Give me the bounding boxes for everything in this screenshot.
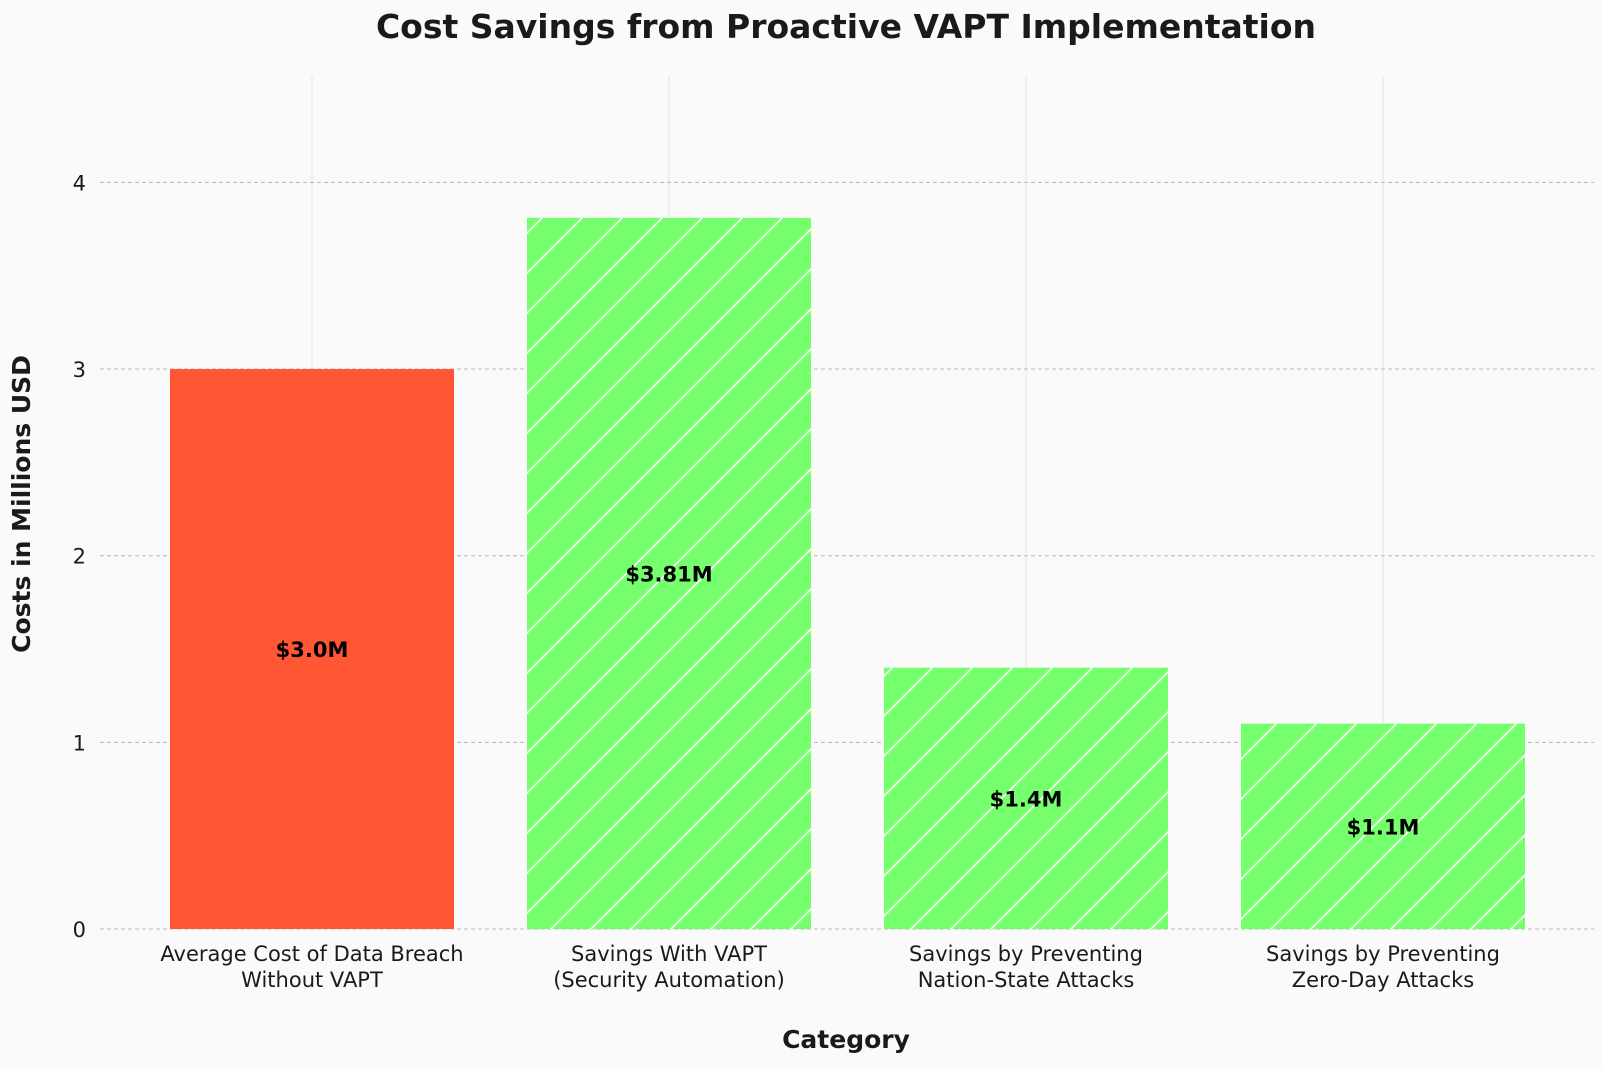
bar-hatch <box>1241 723 1525 929</box>
y-tick-label: 0 <box>73 918 86 942</box>
x-axis-label: Category <box>782 1025 910 1054</box>
bar-value-label: $3.0M <box>276 638 349 662</box>
y-tick-label: 1 <box>73 731 86 755</box>
x-tick-label: Savings With VAPT <box>571 942 767 966</box>
bar <box>170 369 454 929</box>
bar-value-label: $1.1M <box>1347 815 1420 839</box>
x-tick-label: Savings by Preventing <box>909 942 1143 966</box>
y-tick-label: 4 <box>73 171 86 195</box>
x-tick-label: Savings by Preventing <box>1266 942 1500 966</box>
y-tick-label: 2 <box>73 545 86 569</box>
chart-title: Cost Savings from Proactive VAPT Impleme… <box>376 7 1316 46</box>
y-axis-ticks: 0 1 2 3 4 <box>73 171 86 942</box>
bar-hatch <box>884 667 1168 929</box>
bar-value-label: $3.81M <box>625 562 712 586</box>
x-tick-label: Zero-Day Attacks <box>1292 968 1474 992</box>
x-tick-label: Without VAPT <box>241 968 383 992</box>
bars <box>170 217 1525 929</box>
x-tick-label: (Security Automation) <box>553 968 785 992</box>
x-tick-label: Nation-State Attacks <box>918 968 1135 992</box>
y-axis-label: Costs in Millions USD <box>7 355 36 653</box>
data-labels: $3.0M $3.81M $1.4M $1.1M <box>276 562 1420 839</box>
y-tick-label: 3 <box>73 358 86 382</box>
bar-hatch <box>527 217 811 929</box>
bar-value-label: $1.4M <box>990 787 1063 811</box>
x-tick-label: Average Cost of Data Breach <box>160 942 463 966</box>
